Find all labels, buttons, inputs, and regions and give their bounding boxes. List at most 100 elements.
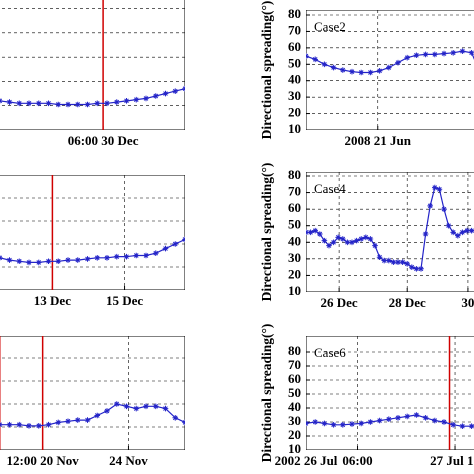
data-point bbox=[404, 413, 410, 420]
x-tick-label: 15 Dec bbox=[106, 293, 143, 308]
data-point bbox=[464, 227, 470, 234]
data-point bbox=[123, 98, 130, 104]
data-point bbox=[94, 412, 101, 419]
data-point bbox=[376, 417, 383, 424]
data-point bbox=[404, 54, 410, 61]
data-point bbox=[409, 264, 415, 270]
data-point bbox=[104, 408, 110, 414]
data-point bbox=[395, 415, 401, 421]
y-tick-label: 70 bbox=[288, 357, 301, 372]
y-axis-label: Directional spreading(°) bbox=[259, 163, 274, 302]
data-point bbox=[113, 253, 120, 260]
data-point bbox=[459, 48, 466, 54]
y-tick-label: 70 bbox=[288, 184, 301, 199]
data-point bbox=[422, 415, 429, 421]
data-point bbox=[372, 242, 378, 249]
data-point bbox=[459, 423, 466, 429]
x-tick-label: 2008 21 Jun bbox=[345, 133, 412, 148]
y-tick-label: 10 bbox=[288, 441, 301, 456]
data-point bbox=[363, 234, 369, 241]
data-point bbox=[468, 49, 474, 56]
data-point bbox=[330, 64, 337, 71]
data-point bbox=[321, 237, 328, 244]
data-point bbox=[55, 258, 62, 265]
plot-frame bbox=[0, 175, 185, 290]
data-point bbox=[441, 50, 447, 57]
data-point bbox=[6, 421, 13, 428]
data-point bbox=[450, 229, 456, 236]
data-point bbox=[450, 422, 456, 428]
data-point bbox=[413, 412, 420, 418]
y-tick-label: 50 bbox=[288, 217, 301, 232]
data-point bbox=[422, 51, 429, 58]
data-point bbox=[55, 101, 62, 108]
x-tick-label: 24 Nov bbox=[109, 453, 148, 468]
data-point bbox=[381, 257, 387, 264]
x-tick-label: 28 Dec bbox=[389, 295, 426, 310]
data-point bbox=[441, 419, 447, 425]
y-axis-label: Directional spreading(°) bbox=[259, 324, 274, 463]
data-point bbox=[45, 100, 52, 107]
data-point bbox=[133, 96, 140, 103]
y-tick-label: 50 bbox=[288, 385, 301, 400]
data-point bbox=[16, 258, 23, 265]
data-point bbox=[152, 250, 159, 256]
data-point bbox=[45, 421, 52, 428]
x-tick-label: 06:00 bbox=[342, 453, 372, 468]
data-point bbox=[143, 403, 149, 410]
data-point bbox=[459, 229, 466, 236]
x-tick-label: 06:00 30 Dec bbox=[68, 133, 139, 148]
data-point bbox=[172, 415, 179, 421]
y-tick-label: 30 bbox=[288, 88, 301, 103]
data-point bbox=[386, 257, 392, 264]
x-tick-label: 26 Dec bbox=[321, 295, 358, 310]
y-tick-label: 70 bbox=[288, 22, 301, 37]
data-point bbox=[172, 241, 179, 247]
y-tick-label: 80 bbox=[288, 343, 301, 358]
data-point bbox=[395, 259, 401, 265]
x-tick-label: 27 Jul 12 bbox=[430, 453, 474, 468]
data-point bbox=[413, 52, 420, 59]
data-point bbox=[358, 69, 364, 76]
data-point bbox=[74, 417, 81, 423]
data-point bbox=[326, 242, 332, 249]
data-point bbox=[312, 227, 318, 234]
data-point bbox=[55, 419, 62, 426]
data-point bbox=[113, 99, 120, 105]
x-tick-label: 30 bbox=[461, 295, 474, 310]
data-point bbox=[335, 234, 341, 241]
data-point bbox=[16, 100, 23, 107]
data-point bbox=[390, 259, 397, 265]
case-label: Case2 bbox=[314, 19, 346, 34]
y-tick-label: 80 bbox=[288, 6, 301, 21]
data-point bbox=[133, 252, 140, 259]
data-point bbox=[418, 266, 424, 272]
y-tick-label: 10 bbox=[288, 121, 301, 136]
data-point bbox=[182, 236, 185, 243]
data-point bbox=[84, 101, 91, 108]
y-tick-label: 30 bbox=[288, 250, 301, 265]
x-tick-label: 12:00 20 Nov bbox=[7, 453, 80, 468]
y-tick-label: 30 bbox=[288, 413, 301, 428]
plot-frame bbox=[0, 0, 185, 130]
data-point bbox=[6, 99, 13, 105]
data-point bbox=[395, 59, 401, 66]
data-point bbox=[367, 236, 374, 242]
panel bbox=[306, 172, 474, 292]
data-point bbox=[353, 237, 360, 244]
data-point bbox=[162, 90, 169, 97]
y-tick-label: 40 bbox=[288, 399, 301, 414]
data-point bbox=[152, 93, 159, 99]
data-point bbox=[94, 100, 101, 107]
data-point bbox=[26, 259, 32, 266]
data-point bbox=[172, 88, 179, 94]
data-point bbox=[450, 49, 456, 56]
data-point bbox=[445, 222, 452, 229]
data-point bbox=[432, 51, 438, 58]
y-tick-label: 40 bbox=[288, 72, 301, 87]
case-label: Case6 bbox=[314, 345, 346, 360]
data-point bbox=[358, 420, 364, 427]
data-point bbox=[349, 421, 355, 427]
data-point bbox=[123, 403, 130, 410]
